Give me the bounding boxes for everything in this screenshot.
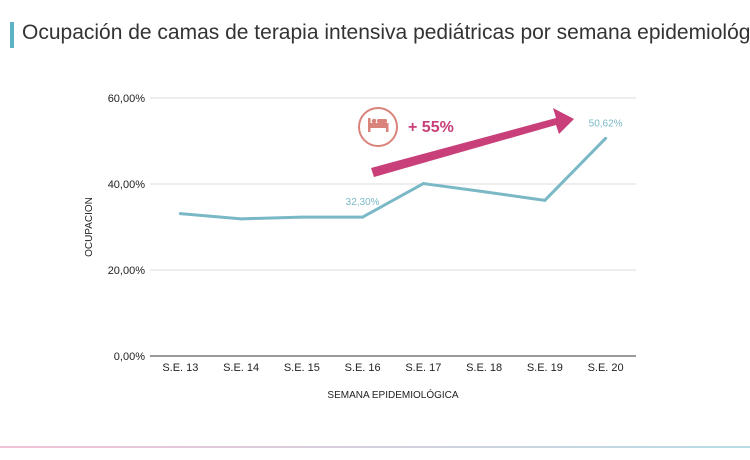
data-label: 32,30%: [346, 197, 380, 208]
data-point: [543, 198, 547, 202]
x-tick-label: S.E. 16: [345, 362, 381, 374]
title-accent-bar: [10, 22, 14, 48]
data-point: [178, 212, 182, 216]
y-tick-label: 60,00%: [108, 93, 146, 105]
grid-lines: [150, 97, 636, 271]
y-tick-label: 40,00%: [108, 179, 146, 191]
x-axis-label: SEMANA EPIDEMIOLÓGICA: [327, 388, 458, 401]
data-point: [604, 136, 608, 140]
y-axis-tick-labels: 0,00% 20,00% 40,00% 60,00%: [108, 93, 146, 363]
series-group: [178, 136, 608, 221]
x-tick-label: S.E. 13: [162, 362, 198, 374]
y-tick-label: 0,00%: [114, 351, 145, 363]
data-point: [239, 217, 243, 221]
x-tick-label: S.E. 14: [223, 362, 259, 374]
increase-annotation: + 55%: [358, 107, 574, 177]
footer-divider: [0, 446, 750, 448]
x-tick-label: S.E. 18: [466, 362, 502, 374]
data-point: [482, 190, 486, 194]
x-tick-label: S.E. 19: [527, 362, 563, 374]
x-axis-tick-labels: S.E. 13 S.E. 14 S.E. 15 S.E. 16 S.E. 17 S.E. …: [162, 362, 623, 374]
x-tick-label: S.E. 20: [588, 362, 624, 374]
data-point: [300, 215, 304, 219]
series-line: [180, 137, 607, 221]
page-title: Ocupación de camas de terapia intensiva …: [22, 21, 750, 44]
data-point: [421, 182, 425, 186]
y-tick-label: 20,00%: [108, 265, 146, 277]
data-label: 50,62%: [589, 118, 623, 129]
x-tick-label: S.E. 15: [284, 362, 320, 374]
data-labels: 32,30% 50,62%: [346, 118, 623, 208]
y-axis-label: OCUPACION: [84, 197, 95, 257]
data-point: [361, 215, 365, 219]
x-tick-label: S.E. 17: [405, 362, 441, 374]
increase-label: + 55%: [408, 119, 454, 136]
trend-arrow: [371, 108, 574, 177]
bed-icon: [368, 118, 389, 132]
